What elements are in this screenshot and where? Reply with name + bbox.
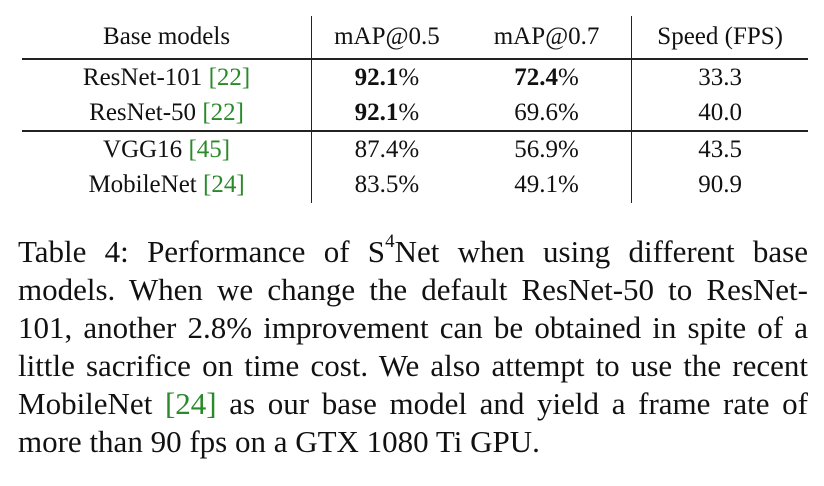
other-models-group: VGG16 [45] 87.4% 56.9% 43.5 MobileNet [2… [22, 130, 808, 203]
table-row: MobileNet [24] 83.5% 49.1% 90.9 [22, 167, 808, 203]
map50-cell: 92.1% [311, 95, 462, 131]
model-cell: MobileNet [24] [22, 167, 312, 203]
map70-cell: 72.4% [462, 59, 632, 95]
citation-link[interactable]: [45] [188, 135, 231, 163]
model-cell: ResNet-50 [22] [22, 95, 312, 131]
table-header: Base models mAP@0.5 mAP@0.7 Speed (FPS) [22, 16, 808, 59]
map50-cell: 87.4% [311, 130, 462, 167]
header-speed: Speed (FPS) [631, 16, 808, 59]
caption-text-middle: Net when using different base models. Wh… [18, 234, 808, 421]
map50-unit: % [398, 63, 420, 91]
model-cell: VGG16 [45] [22, 130, 312, 167]
table-caption: Table 4: Performance of S4Net when using… [18, 231, 808, 461]
map50-unit: % [398, 98, 420, 126]
table-row: ResNet-101 [22] 92.1% 72.4% 33.3 [22, 59, 808, 95]
results-table: Base models mAP@0.5 mAP@0.7 Speed (FPS) … [22, 16, 808, 203]
model-name: ResNet-101 [82, 63, 209, 91]
speed-cell: 40.0 [631, 95, 808, 131]
speed-cell: 90.9 [631, 167, 808, 203]
caption-superscript: 4 [385, 231, 395, 252]
table-row: ResNet-50 [22] 92.1% 69.6% 40.0 [22, 95, 808, 131]
map50-value: 92.1 [354, 98, 399, 126]
caption-text-start: Table 4: Performance of S [18, 234, 386, 269]
map50-cell: 92.1% [311, 59, 462, 95]
map70-unit: % [558, 63, 579, 91]
map70-cell: 49.1% [514, 171, 579, 198]
speed-cell: 33.3 [631, 59, 808, 95]
model-name: MobileNet [88, 171, 204, 198]
citation-link[interactable]: [24] [203, 171, 245, 198]
model-cell: ResNet-101 [22] [22, 59, 312, 95]
speed-cell: 43.5 [631, 130, 808, 167]
model-name: ResNet-50 [89, 98, 203, 126]
caption-citation-link[interactable]: [24] [164, 386, 217, 421]
map50-cell: 83.5% [311, 167, 462, 203]
map70-cell: 56.9% [461, 130, 632, 167]
table-row: VGG16 [45] 87.4% 56.9% 43.5 [22, 130, 808, 167]
map70-value: 72.4 [514, 63, 559, 91]
header-map-05: mAP@0.5 [311, 16, 462, 59]
header-map-07: mAP@0.7 [493, 23, 600, 50]
citation-link[interactable]: [22] [208, 63, 251, 91]
model-name: VGG16 [103, 135, 189, 163]
map70-cell: 69.6% [514, 98, 579, 126]
map50-value: 92.1 [354, 63, 399, 91]
citation-link[interactable]: [22] [202, 98, 244, 126]
caption-text-end: as our base model and yield a frame rate… [18, 386, 808, 459]
header-base-models: Base models [103, 23, 231, 50]
caption-paragraph: Table 4: Performance of S4Net when using… [18, 231, 808, 461]
resnet-group: ResNet-101 [22] 92.1% 72.4% 33.3 ResNet-… [22, 59, 808, 131]
header-row: Base models mAP@0.5 mAP@0.7 Speed (FPS) [22, 16, 808, 59]
